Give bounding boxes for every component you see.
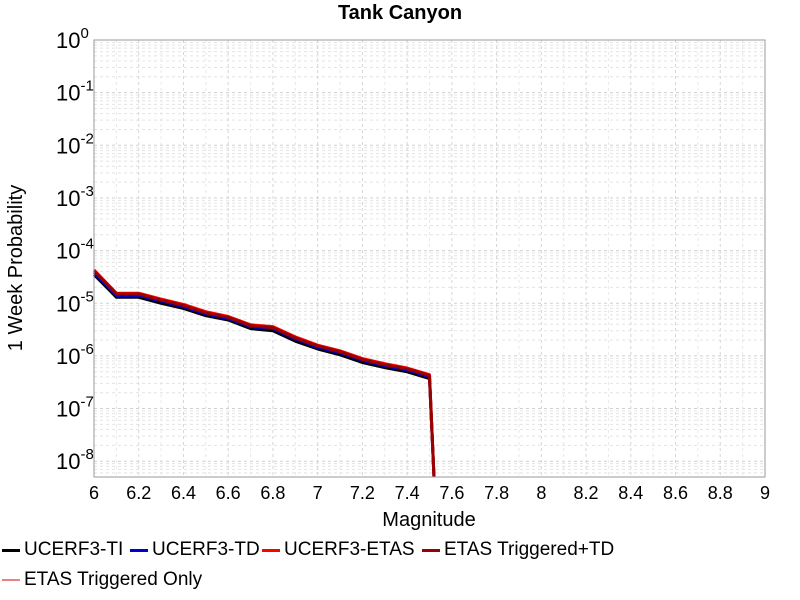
x-tick-label: 8.6 [663,483,688,503]
legend-item-ucerf3-ti: UCERF3-TI [2,536,123,564]
legend-label-etas-triggered-only: ETAS Triggered Only [24,569,203,590]
legend-item-etas-triggered-td: ETAS Triggered+TD [422,536,614,564]
x-tick-label: 7.4 [395,483,420,503]
legend-label-etas-triggered-td: ETAS Triggered+TD [444,539,615,560]
series-lines [92,268,436,478]
series-line-etas-triggered-td [92,269,436,478]
y-tick-label: 100 [56,25,89,53]
legend-swatch-ucerf3-td [130,548,148,552]
legend-label-ucerf3-ti: UCERF3-TI [24,539,124,560]
legend-item-ucerf3-td: UCERF3-TD [130,536,260,564]
y-tick-label: 10-6 [56,341,94,369]
legend-swatch-ucerf3-etas [262,548,280,552]
x-tick-label: 9 [760,483,770,503]
x-tick-label: 6.6 [216,483,241,503]
y-tick-label: 10-7 [56,394,94,422]
x-tick-label: 8.4 [618,483,643,503]
y-tick-label: 10-1 [56,78,94,106]
x-tick-label: 8.8 [708,483,733,503]
legend-swatch-etas-triggered-only [2,579,20,581]
x-tick-label: 8 [536,483,546,503]
y-tick-labels: 100 10-1 10-2 10-3 10-4 10-5 10-6 10-7 10-8 [56,25,94,474]
grid [93,39,766,477]
y-tick-label: 10-2 [56,130,94,158]
x-tick-label: 6.2 [126,483,151,503]
legend-label-ucerf3-td: UCERF3-TD [152,539,260,560]
legend-label-ucerf3-etas: UCERF3-ETAS [284,539,415,560]
y-tick-label: 10-4 [56,236,94,264]
y-axis-label: 1 Week Probability [5,185,27,351]
x-tick-label: 7.6 [439,483,464,503]
legend-swatch-etas-triggered-td [422,548,440,552]
y-tick-label: 10-3 [56,183,94,211]
legend: UCERF3-TI UCERF3-TD UCERF3-ETAS ETAS Tri… [0,536,800,600]
y-tick-label: 10-8 [56,446,94,474]
x-tick-label: 6.8 [260,483,285,503]
legend-swatch-ucerf3-ti [2,548,20,552]
x-tick-label: 6.4 [171,483,196,503]
plot-frame [93,39,766,478]
x-tick-label: 6 [89,483,99,503]
x-tick-label: 8.2 [574,483,599,503]
x-tick-label: 7.2 [350,483,375,503]
legend-item-etas-triggered-only: ETAS Triggered Only [2,566,202,594]
x-tick-labels: 6 6.2 6.4 6.6 6.8 7 7.2 7.4 7.6 7.8 8 8.2 8.4 8.6 8.8 9 [89,483,770,503]
x-tick-label: 7 [313,483,323,503]
y-tick-label: 10-5 [56,288,94,316]
x-tick-label: 7.8 [484,483,509,503]
legend-item-ucerf3-etas: UCERF3-ETAS [262,536,415,564]
x-axis-label: Magnitude [382,509,475,531]
series-line-ucerf3-ti [92,273,436,478]
chart-title: Tank Canyon [338,2,462,24]
